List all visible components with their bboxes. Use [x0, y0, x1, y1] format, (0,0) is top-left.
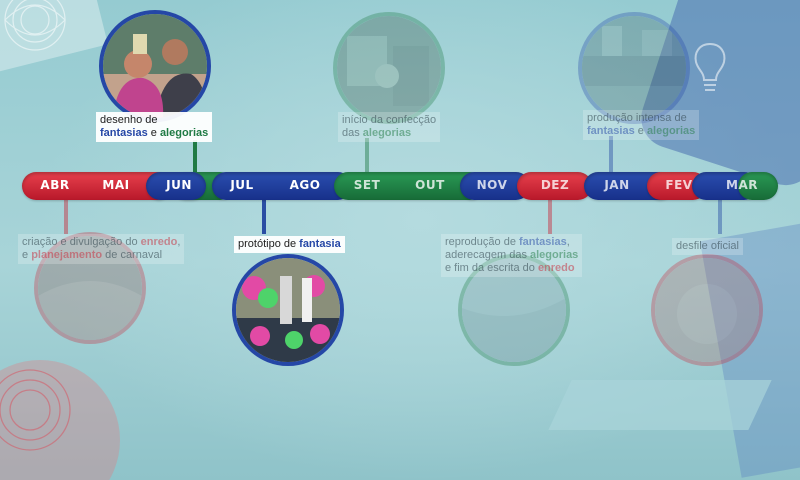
month-label: MAI	[102, 178, 130, 192]
connector-desfile	[718, 198, 722, 234]
connector-inicio-confeccao	[365, 138, 369, 174]
photo-reproducao	[458, 254, 570, 366]
label-text: desenho de	[100, 114, 158, 126]
label-line: início da confecção	[342, 114, 436, 127]
label-keyword: alegorias	[530, 249, 579, 261]
label-line: produção intensa de	[587, 112, 695, 125]
label-line: desenho de	[100, 114, 208, 127]
timeline-segment-blue-2	[212, 172, 352, 200]
label-text: de carnaval	[102, 249, 163, 261]
label-keyword: alegorias	[159, 127, 209, 139]
connector-prototipo	[262, 198, 266, 234]
label-keyword: fantasias	[587, 125, 635, 137]
milestone-label-inicio-confeccao: início da confecção das alegorias	[338, 112, 441, 142]
month-label: JAN	[604, 178, 630, 192]
lace-doily-red-icon	[0, 369, 71, 451]
lace-doily-icon	[4, 0, 66, 51]
label-line: desfile oficial	[676, 240, 739, 253]
connector-criacao-enredo	[64, 198, 68, 234]
label-text: e	[22, 249, 32, 261]
label-text: ,	[177, 236, 181, 248]
month-label: DEZ	[540, 178, 570, 192]
month-label: OUT	[415, 178, 445, 192]
label-keyword: enredo	[140, 236, 178, 248]
label-text: e	[147, 127, 160, 139]
timeline-segment-red-2	[517, 172, 592, 200]
label-text: e fim da escrita do	[445, 262, 538, 274]
label-text: criação e divulgação do	[22, 236, 141, 248]
milestone-label-prototipo: protótipo de fantasia	[234, 236, 345, 253]
photo-producao-intensa	[578, 12, 690, 124]
photo-prototipo	[232, 254, 344, 366]
label-keyword: fantasias	[100, 127, 148, 139]
connector-producao-intensa	[609, 136, 613, 174]
photo-inicio-confeccao	[333, 12, 445, 124]
label-text: início da confecção	[342, 114, 437, 126]
label-line: das alegorias	[342, 127, 436, 140]
milestone-label-desenho: desenho de fantasias e alegorias	[96, 112, 213, 142]
milestone-label-producao-intensa: produção intensa de fantasias e alegorias	[583, 110, 700, 140]
label-keyword: fantasias	[519, 236, 567, 248]
label-text: reprodução de	[445, 236, 519, 248]
photo-desenho	[99, 10, 211, 122]
label-keyword: enredo	[537, 262, 575, 274]
label-line: fantasias e alegorias	[100, 127, 208, 140]
label-line: e fim da escrita do enredo	[445, 262, 578, 275]
label-text: das	[342, 127, 363, 139]
timeline-segment-green-2	[334, 172, 484, 200]
label-keyword: alegorias	[646, 125, 696, 137]
lightbulb-icon	[694, 42, 726, 91]
label-keyword: planejamento	[31, 249, 103, 261]
timeline-bar	[22, 172, 778, 200]
label-line: criação e divulgação do enredo,	[22, 236, 180, 249]
label-keyword: alegorias	[362, 127, 412, 139]
month-label: AGO	[289, 178, 321, 192]
label-text: protótipo de	[238, 238, 300, 250]
month-label: SET	[353, 178, 381, 192]
label-text: aderecagem das	[445, 249, 530, 261]
label-keyword: fantasia	[299, 238, 341, 250]
label-line: reprodução de fantasias,	[445, 236, 578, 249]
month-label: NOV	[476, 178, 508, 192]
label-text: produção intensa de	[587, 112, 687, 124]
month-label: JUL	[230, 178, 254, 192]
label-text: desfile oficial	[676, 240, 739, 252]
label-line: e planejamento de carnaval	[22, 249, 180, 262]
background-ribbon	[548, 380, 772, 430]
photo-criacao-enredo	[34, 232, 146, 344]
milestone-label-desfile: desfile oficial	[672, 238, 743, 255]
month-label: FEV	[665, 178, 693, 192]
month-label: MAR	[726, 178, 758, 192]
label-line: protótipo de fantasia	[238, 238, 341, 251]
month-label: ABR	[40, 178, 70, 192]
milestone-label-criacao-enredo: criação e divulgação do enredo, e planeja…	[18, 234, 185, 264]
label-line: aderecagem das alegorias	[445, 249, 578, 262]
connector-desenho	[193, 140, 197, 174]
month-label: JUN	[166, 178, 192, 192]
connector-reproducao	[548, 198, 552, 234]
label-text: e	[634, 125, 647, 137]
label-line: fantasias e alegorias	[587, 125, 695, 138]
timeline-segment-blue-1	[146, 172, 206, 200]
timeline-segment-green-3	[738, 172, 778, 200]
milestone-label-reproducao: reprodução de fantasias, aderecagem das a…	[441, 234, 583, 277]
photo-desfile	[651, 254, 763, 366]
label-text: ,	[566, 236, 570, 248]
